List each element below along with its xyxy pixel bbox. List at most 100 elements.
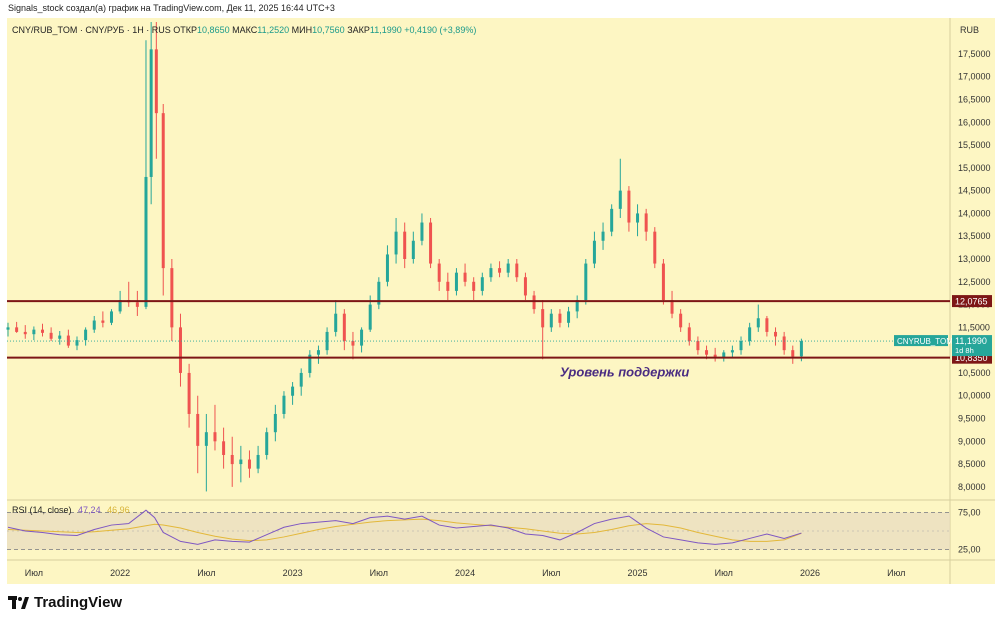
level-price-label: 10,8350 bbox=[955, 353, 988, 363]
candle-body-up bbox=[239, 459, 243, 465]
candle-body-down bbox=[154, 49, 158, 114]
symbol-legend: CNY/RUB_TOM · CNY/РУБ · 1Н · RUS ОТКР10,… bbox=[12, 25, 476, 35]
candle-body-down bbox=[446, 281, 450, 291]
candle-body-up bbox=[575, 300, 579, 312]
candle-body-down bbox=[23, 331, 27, 335]
y-tick-label: 13,0000 bbox=[958, 254, 991, 264]
rsi-tick-label: 75,00 bbox=[958, 507, 981, 517]
y-tick-label: 9,5000 bbox=[958, 414, 986, 424]
candle-body-up bbox=[299, 372, 303, 387]
candle-body-up bbox=[567, 311, 571, 323]
candle-body-up bbox=[730, 350, 734, 353]
candle-body-down bbox=[40, 329, 44, 333]
y-tick-label: 9,0000 bbox=[958, 436, 986, 446]
candle-body-up bbox=[618, 190, 622, 209]
x-tick-label: Июл bbox=[197, 568, 215, 578]
candle-body-up bbox=[748, 327, 752, 342]
candle-body-down bbox=[403, 231, 407, 259]
candle-body-up bbox=[799, 341, 803, 357]
candle-body-down bbox=[687, 327, 691, 342]
candle-body-down bbox=[791, 350, 795, 357]
candle-body-down bbox=[351, 341, 355, 346]
candle-body-down bbox=[774, 331, 778, 337]
legend-open-label: ОТКР bbox=[173, 25, 198, 35]
candle-body-down bbox=[49, 332, 53, 339]
candle-body-up bbox=[739, 341, 743, 351]
candle-body-down bbox=[765, 318, 769, 332]
x-tick-label: Июл bbox=[370, 568, 388, 578]
candle-body-up bbox=[84, 329, 88, 341]
candle-body-up bbox=[722, 352, 726, 357]
candle-body-down bbox=[653, 231, 657, 264]
candle-body-down bbox=[437, 263, 441, 282]
candle-body-down bbox=[178, 327, 182, 373]
candle-body-down bbox=[523, 277, 527, 296]
candle-body-up bbox=[92, 320, 96, 330]
candle-body-up bbox=[394, 231, 398, 255]
rsi-label: RSI (14, close) bbox=[12, 505, 72, 515]
candle-body-down bbox=[15, 327, 19, 332]
rsi-tick-label: 25,00 bbox=[958, 545, 981, 555]
legend-symbol: CNY/RUB_TOM · CNY/РУБ · 1Н · RUS bbox=[12, 25, 171, 35]
candle-body-down bbox=[661, 263, 665, 301]
candle-body-down bbox=[782, 336, 786, 351]
candle-body-up bbox=[256, 454, 260, 469]
tradingview-logo-icon bbox=[8, 595, 29, 609]
candle-body-up bbox=[308, 354, 312, 373]
candle-body-down bbox=[187, 372, 191, 414]
candle-body-down bbox=[135, 302, 139, 307]
rsi-ma-line bbox=[7, 518, 802, 542]
legend-low-label: МИН bbox=[291, 25, 313, 35]
y-tick-label: 16,0000 bbox=[958, 117, 991, 127]
candle-body-up bbox=[480, 277, 484, 291]
candle-body-up bbox=[411, 240, 415, 259]
candle-body-up bbox=[489, 268, 493, 278]
tradingview-logo[interactable]: TradingView bbox=[8, 594, 122, 611]
candle-body-down bbox=[247, 459, 251, 469]
candle-body-down bbox=[429, 222, 433, 264]
candle-body-down bbox=[627, 190, 631, 223]
candle-body-up bbox=[282, 395, 286, 414]
candle-body-up bbox=[454, 272, 458, 291]
candle-body-up bbox=[506, 263, 510, 273]
y-tick-label: 14,5000 bbox=[958, 186, 991, 196]
y-tick-label: 13,5000 bbox=[958, 231, 991, 241]
tradingview-logo-text: TradingView bbox=[34, 594, 123, 611]
symbol-tag bbox=[894, 335, 948, 347]
candle-body-down bbox=[670, 300, 674, 314]
candle-body-up bbox=[360, 329, 364, 346]
candle-body-up bbox=[377, 281, 381, 305]
candle-body-up bbox=[325, 331, 329, 351]
legend-open: 10,8650 bbox=[197, 25, 230, 35]
candle-body-down bbox=[66, 335, 70, 346]
candle-body-down bbox=[644, 213, 648, 232]
candle-body-up bbox=[584, 263, 588, 301]
candle-body-up bbox=[385, 254, 389, 282]
y-tick-label: 11,5000 bbox=[958, 322, 990, 332]
x-tick-label: 2023 bbox=[283, 568, 303, 578]
legend-change: +0,4190 (+3,89%) bbox=[404, 25, 477, 35]
y-tick-label: 10,0000 bbox=[958, 391, 991, 401]
y-tick-label: 14,0000 bbox=[958, 208, 991, 218]
level-price-label: 12,0765 bbox=[955, 297, 988, 307]
candle-body-up bbox=[58, 335, 62, 339]
countdown-label: 1d 8h bbox=[955, 346, 974, 355]
candle-body-down bbox=[532, 295, 536, 310]
rsi-legend: RSI (14, close) 47,24 46,96 bbox=[12, 505, 130, 515]
candle-body-up bbox=[291, 386, 295, 396]
candle-body-down bbox=[161, 113, 165, 269]
candle-body-down bbox=[713, 354, 717, 357]
candle-body-down bbox=[705, 350, 709, 355]
candle-body-up bbox=[610, 208, 614, 232]
legend-high-label: МАКС bbox=[232, 25, 258, 35]
rsi-line bbox=[7, 509, 802, 545]
candle-body-up bbox=[118, 300, 122, 312]
candle-body-down bbox=[213, 432, 217, 442]
candle-body-down bbox=[679, 313, 683, 328]
candle-body-down bbox=[463, 272, 467, 282]
last-price-tag bbox=[952, 335, 992, 357]
candle-body-up bbox=[265, 432, 269, 455]
x-tick-label: Июл bbox=[542, 568, 560, 578]
symbol-tag-label: CNYRUB_TOM bbox=[897, 337, 953, 346]
